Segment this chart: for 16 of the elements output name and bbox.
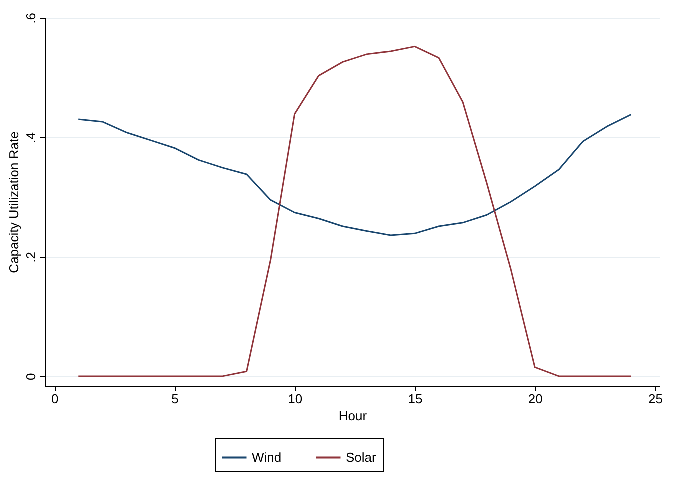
y-tick-label: .2 — [24, 252, 38, 263]
legend-label: Solar — [346, 450, 378, 465]
x-tick-label: 0 — [51, 392, 59, 406]
x-tick-label: 25 — [648, 392, 663, 406]
x-tick-label: 20 — [528, 392, 543, 406]
x-axis-title: Hour — [338, 408, 368, 424]
y-axis-title: Capacity Utilization Rate — [6, 132, 22, 274]
x-tick-label: 10 — [288, 392, 303, 406]
y-tick-label: .4 — [24, 132, 38, 144]
line-series — [78, 114, 632, 236]
legend-label: Wind — [252, 450, 282, 465]
y-tick-label: .6 — [24, 13, 38, 24]
x-tick-label: 15 — [408, 392, 423, 406]
x-tick-label: 5 — [172, 392, 179, 406]
line-series — [78, 46, 632, 378]
y-tick-label: 0 — [24, 373, 38, 381]
